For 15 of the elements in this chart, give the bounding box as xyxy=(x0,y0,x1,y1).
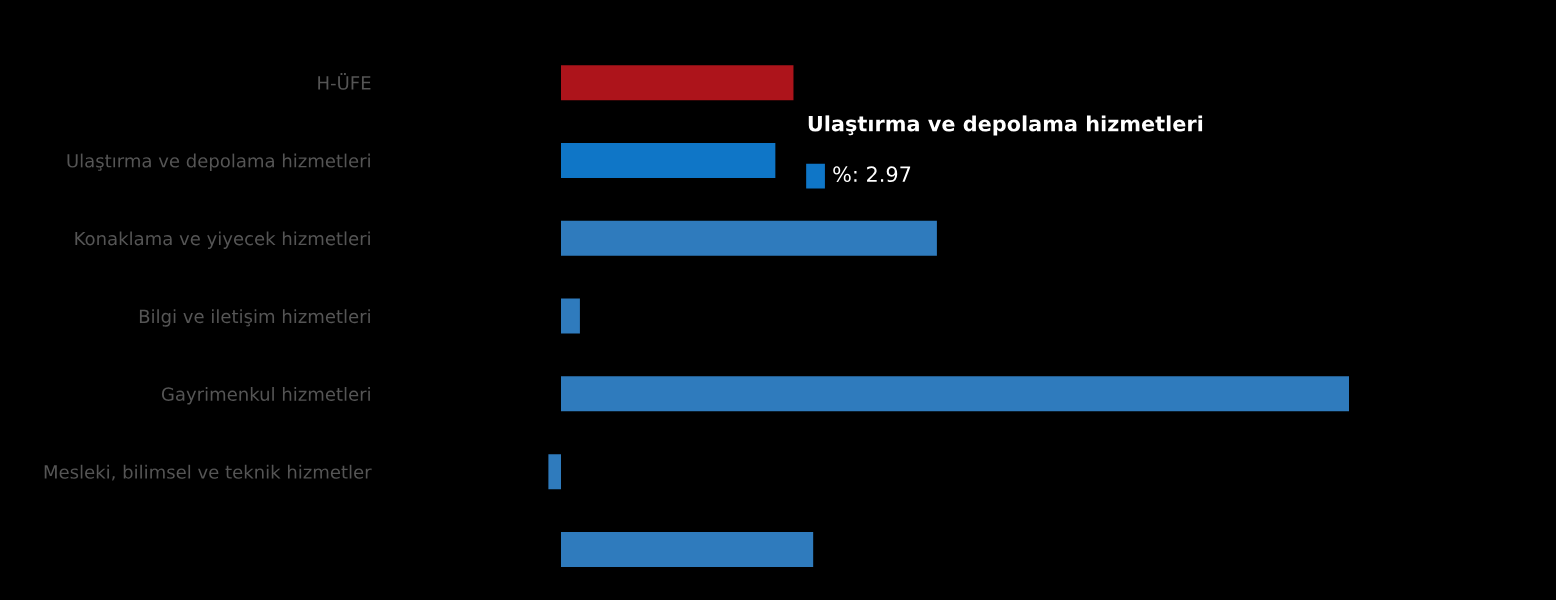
y-tick-label: Ulaştırma ve depolama hizmetleri xyxy=(67,153,370,172)
bar xyxy=(561,376,1350,412)
y-tick-label: Mesleki, bilimsel ve teknik hizmetler xyxy=(44,464,372,481)
bar xyxy=(561,142,776,178)
bar xyxy=(561,220,937,256)
y-tick-label: H-ÜFE xyxy=(318,73,371,90)
annotation: %: 2.97 xyxy=(833,166,911,183)
annotation: Ulaştırma ve depolama hizmetleri xyxy=(808,115,1203,136)
bar xyxy=(561,531,814,567)
bar xyxy=(561,65,794,101)
bar xyxy=(561,298,580,334)
bar xyxy=(548,454,561,490)
y-tick-label: Bilgi ve iletişim hizmetleri xyxy=(139,309,370,327)
y-tick-label: Gayrimenkul hizmetleri xyxy=(161,386,370,405)
y-tick-label: Konaklama ve yiyecek hizmetleri xyxy=(75,231,370,249)
